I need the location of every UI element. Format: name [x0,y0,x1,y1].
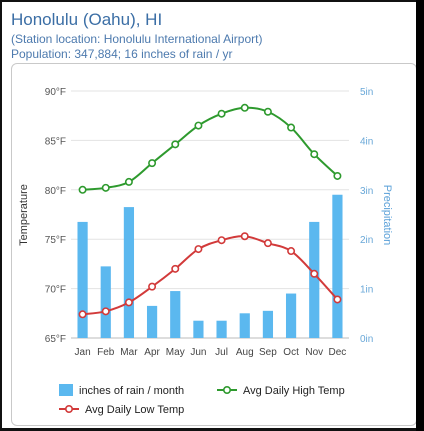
x-tick-label: Feb [97,347,115,358]
y-right-tick-label: 2in [360,235,373,246]
chart-card: 65°F 70°F 75°F 80°F 85°F 90°F 0in 1in 2in 3in 4in 5… [11,63,417,426]
legend-label-rain[interactable]: inches of rain / month [79,385,184,397]
grid-lines [71,90,349,339]
x-tick-label: Oct [283,347,299,358]
x-tick-label: Jul [215,347,228,358]
high-temp-point[interactable] [78,185,87,194]
legend-swatch-high-marker [223,385,232,394]
high-temp-point[interactable] [240,103,249,112]
x-tick-label: Sep [259,347,277,358]
low-temp-line [82,235,339,316]
rain-bar[interactable] [170,291,181,338]
rain-bar[interactable] [332,194,343,338]
low-temp-point[interactable] [263,239,272,248]
high-temp-point[interactable] [194,121,203,130]
high-temp-point[interactable] [171,140,180,149]
high-temp-point[interactable] [287,123,296,132]
low-temp-point[interactable] [148,282,157,291]
y-left-tick-label: 80°F [45,186,66,197]
low-temp-point[interactable] [78,310,87,319]
rain-bar[interactable] [100,266,111,338]
high-temp-point[interactable] [333,171,342,180]
x-tick-label: May [166,347,185,358]
y-right-tick-label: 5in [360,87,373,98]
rain-bar[interactable] [216,320,227,338]
rain-bar[interactable] [285,293,297,338]
y-left-tick-label: 70°F [45,285,66,296]
high-temp-point[interactable] [310,150,319,159]
low-temp-point[interactable] [310,269,319,278]
axis-ticks: 65°F 70°F 75°F 80°F 85°F 90°F 0in 1in 2in 3in 4in 5… [45,87,374,358]
low-temp-point[interactable] [287,247,296,256]
climate-chart: 65°F 70°F 75°F 80°F 85°F 90°F 0in 1in 2in 3in 4in 5… [18,87,393,416]
y-right-tick-label: 1in [360,285,373,296]
x-tick-label: Nov [305,347,323,358]
high-temp-point[interactable] [148,159,157,168]
header: Honolulu (Oahu), HI (Station location: H… [11,10,262,62]
legend-label-high[interactable]: Avg Daily High Temp [243,385,345,397]
low-temp-point[interactable] [217,236,226,245]
x-tick-label: Jun [190,347,206,358]
x-tick-label: Apr [144,347,160,358]
y-left-tick-label: 90°F [45,87,66,98]
y-left-tick-label: 65°F [45,334,66,345]
rain-bar[interactable] [123,207,135,338]
low-temp-point[interactable] [240,232,249,241]
high-temp-line [82,106,339,191]
low-temp-point[interactable] [101,307,110,316]
rain-bar[interactable] [193,320,204,338]
high-temp-point[interactable] [101,183,110,192]
high-temp-point[interactable] [217,109,226,118]
y-left-axis-title: Temperature [18,184,30,246]
population-info: Population: 347,884; 16 inches of rain /… [11,47,233,61]
rain-bar[interactable] [146,305,158,338]
y-left-tick-label: 75°F [45,235,66,246]
y-right-axis-title: Precipitation [381,185,393,246]
station-location: (Station location: Honolulu Internationa… [11,32,263,46]
window-edge [416,0,424,431]
page: Honolulu (Oahu), HI (Station location: H… [2,2,419,428]
x-tick-label: Aug [236,347,254,358]
y-right-tick-label: 4in [360,136,373,147]
x-tick-label: Jan [75,347,91,358]
high-temp-point[interactable] [263,107,272,116]
y-right-tick-label: 0in [360,334,373,345]
y-left-tick-label: 85°F [45,136,66,147]
legend-label-low[interactable]: Avg Daily Low Temp [85,404,184,416]
x-tick-label: Dec [329,347,347,358]
rain-bar[interactable] [262,310,274,338]
y-right-tick-label: 3in [360,186,373,197]
temp-lines [78,103,342,319]
legend: inches of rain / month Avg Daily High Tem… [59,384,345,416]
rain-bar[interactable] [309,221,320,338]
rain-bar[interactable] [77,221,88,338]
rain-bar[interactable] [239,313,250,338]
legend-swatch-rain [59,384,73,396]
page-title: Honolulu (Oahu), HI [11,10,163,29]
rain-bars [77,194,343,338]
legend-swatch-low-marker [64,404,73,413]
low-temp-point[interactable] [194,245,203,254]
high-temp-point[interactable] [124,177,133,186]
low-temp-point[interactable] [171,264,180,273]
low-temp-point[interactable] [333,295,342,304]
low-temp-point[interactable] [124,298,133,307]
x-tick-label: Mar [120,347,138,358]
